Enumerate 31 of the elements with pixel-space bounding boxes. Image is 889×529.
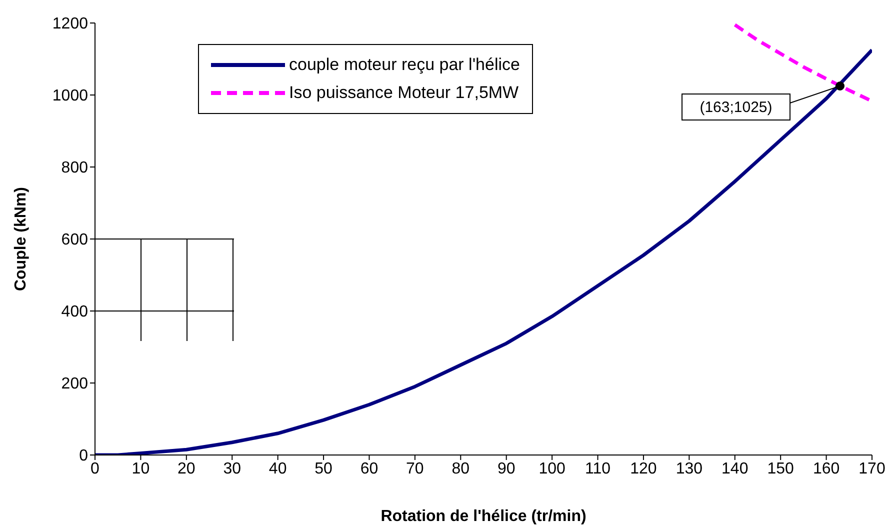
x-tick-label: 50 <box>314 460 333 478</box>
x-tick-label: 20 <box>178 460 196 478</box>
legend-label: couple moteur reçu par l'hélice <box>289 55 520 75</box>
y-tick-label: 800 <box>61 160 88 177</box>
x-tick-label: 110 <box>585 460 611 478</box>
x-tick-label: 100 <box>538 460 566 478</box>
y-axis-title: Couple (kNm) <box>12 187 30 291</box>
x-tick-label: 160 <box>812 460 840 478</box>
y-tick-label: 600 <box>61 232 88 249</box>
y-tick-label: 400 <box>61 304 88 321</box>
line-series <box>733 23 872 103</box>
annotation: (163;1025) <box>700 99 772 116</box>
x-tick-label: 140 <box>722 460 748 478</box>
x-tick-label: 90 <box>497 460 516 478</box>
x-tick-label: 130 <box>676 460 703 478</box>
x-tick-label: 10 <box>132 460 150 478</box>
x-tick-label: 60 <box>360 460 378 478</box>
y-tick-label: 1200 <box>52 16 88 33</box>
x-tick-label: 0 <box>90 460 100 478</box>
x-tick-label: 70 <box>406 460 424 478</box>
x-tick-label: 170 <box>858 460 886 478</box>
x-tick-label: 80 <box>452 460 470 478</box>
y-tick-label: 200 <box>61 376 88 393</box>
y-tick-label: 0 <box>79 448 88 465</box>
x-tick-label: 120 <box>630 460 657 478</box>
legend-label: Iso puissance Moteur 17,5MW <box>289 83 519 103</box>
x-tick-label: 150 <box>767 460 794 478</box>
y-tick-label: 1000 <box>52 88 88 105</box>
x-tick-label: 40 <box>268 460 287 478</box>
x-tick-label: 30 <box>223 460 242 478</box>
x-axis-title: Rotation de l'hélice (tr/min) <box>380 508 586 525</box>
